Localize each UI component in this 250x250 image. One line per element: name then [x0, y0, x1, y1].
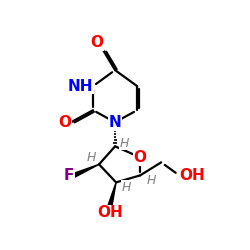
- Text: O: O: [90, 35, 103, 50]
- Text: O: O: [134, 150, 147, 165]
- Polygon shape: [73, 164, 99, 177]
- Text: H: H: [120, 137, 129, 150]
- Text: F: F: [64, 168, 74, 183]
- Text: N: N: [109, 115, 122, 130]
- Text: OH: OH: [97, 206, 123, 220]
- Text: O: O: [58, 115, 71, 130]
- Text: H: H: [146, 174, 156, 187]
- Text: H: H: [122, 181, 131, 194]
- Text: H: H: [86, 151, 96, 164]
- Text: NH: NH: [68, 79, 93, 94]
- Polygon shape: [108, 182, 116, 206]
- Text: OH: OH: [179, 168, 205, 183]
